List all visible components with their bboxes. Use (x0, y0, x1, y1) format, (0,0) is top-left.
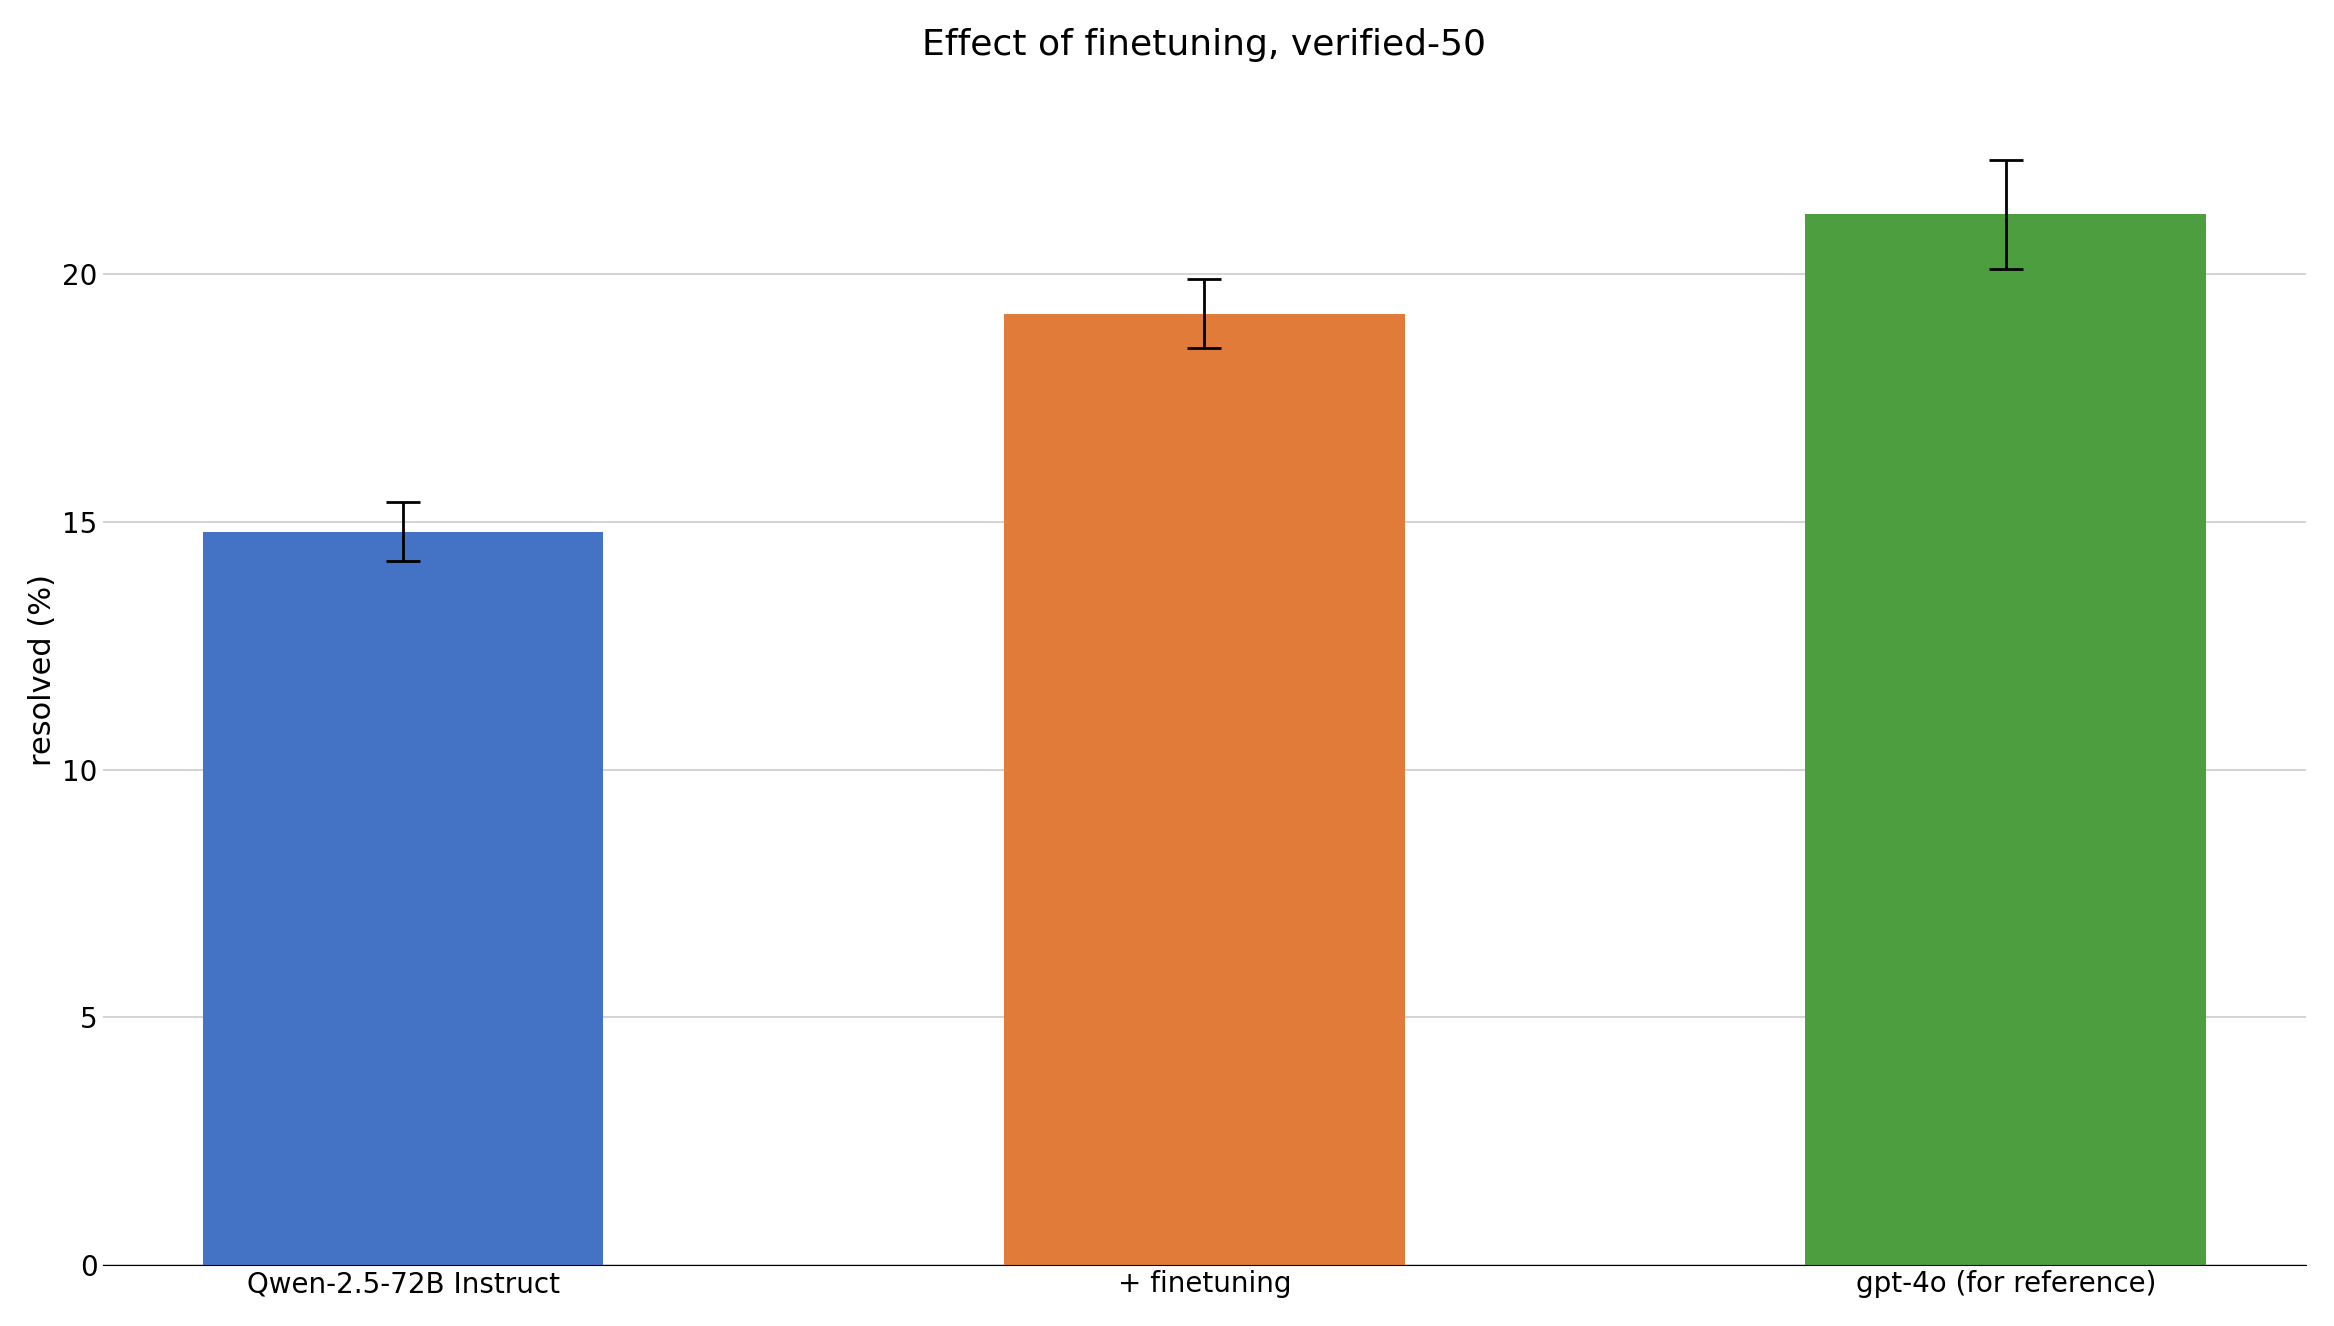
Title: Effect of finetuning, verified-50: Effect of finetuning, verified-50 (922, 28, 1487, 62)
Bar (1807, 215, 2206, 1265)
Bar (203, 532, 605, 1265)
Y-axis label: resolved (%): resolved (%) (28, 574, 56, 766)
Bar (1004, 313, 1405, 1265)
